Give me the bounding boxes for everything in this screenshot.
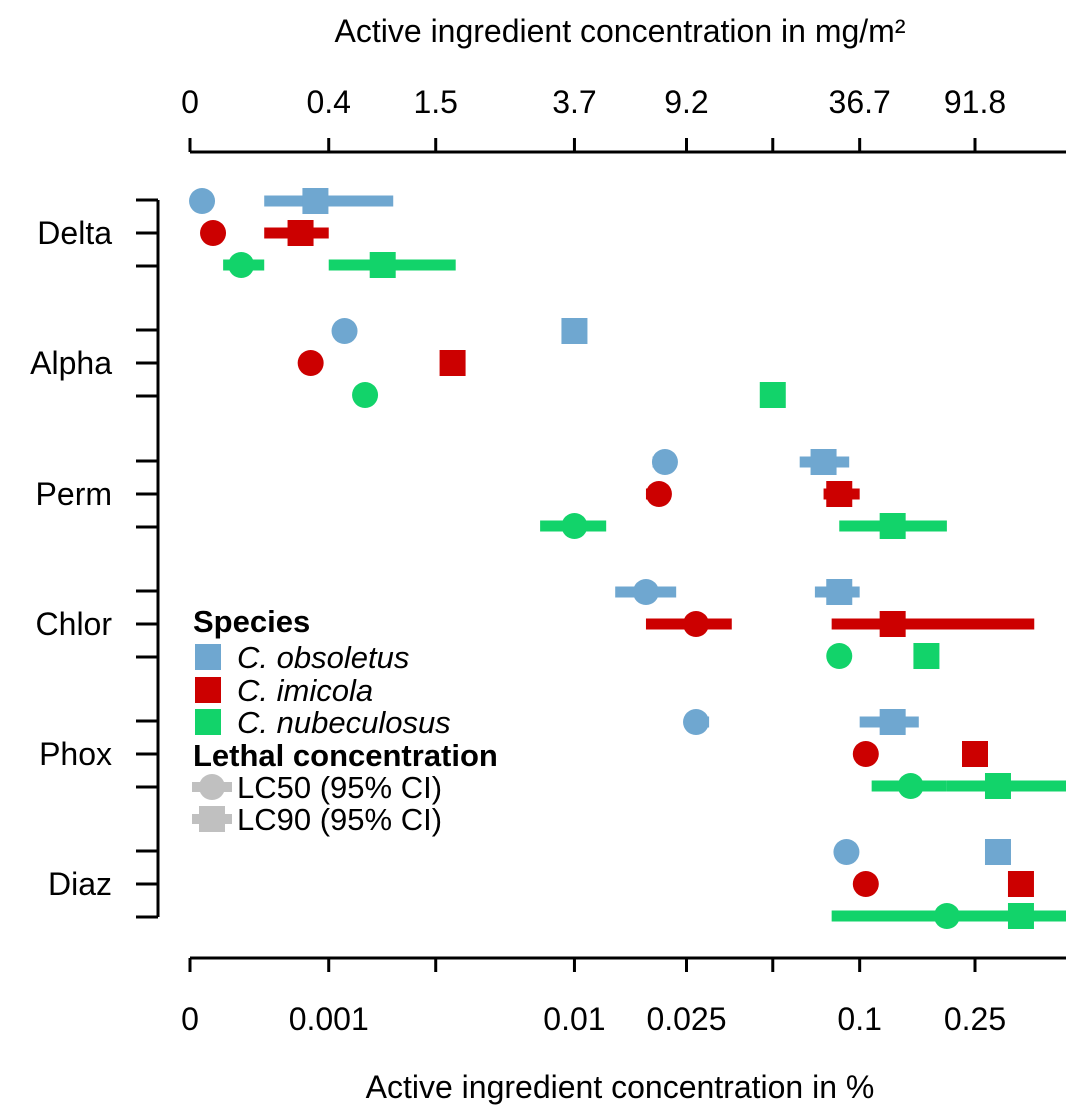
lc90-point [826, 579, 853, 605]
category-label: Perm [36, 476, 112, 512]
bottom-axis-tick-label: 0.1 [837, 1001, 881, 1037]
lc90-point [879, 513, 906, 539]
legend-lc50-label: LC50 (95% CI) [237, 770, 442, 805]
bottom-axis-tick-label: 0 [181, 1001, 199, 1037]
top-axis-tick-label: 36.7 [829, 84, 891, 120]
legend-series-label: C. obsoletus [237, 640, 409, 675]
bottom-axis-tick-label: 0.01 [543, 1001, 605, 1037]
lc90-point [810, 449, 837, 475]
top-axis-tick-label: 9.2 [664, 84, 708, 120]
lc90-point [561, 318, 588, 344]
top-axis-tick-label: 0 [181, 84, 199, 120]
lc50-point [297, 350, 324, 376]
top-axis-tick-label: 91.8 [944, 84, 1006, 120]
lc50-point [632, 579, 659, 605]
legend-species-title: Species [193, 604, 310, 639]
legend-lethal-title: Lethal concentration [193, 738, 498, 773]
lc90-point [759, 382, 786, 408]
lc90-point [369, 252, 396, 278]
top-axis-tick-label: 3.7 [552, 84, 596, 120]
category-label: Chlor [36, 606, 113, 642]
legend-background [188, 596, 600, 836]
category-label: Alpha [30, 345, 112, 381]
top-axis-title: Active ingredient concentration in mg/m² [335, 13, 906, 49]
bottom-axis-tick-label: 0.025 [646, 1001, 726, 1037]
legend-series-label: C. imicola [237, 673, 373, 708]
lc90-point [962, 741, 988, 767]
lc50-point [561, 513, 588, 539]
axes: 0 0.4 1.5 3.7 9.2 36.7 91.8 0 0.001 0.01 0.025 0.1 0… [30, 84, 1066, 1037]
lc50-point [228, 252, 255, 278]
lc90-point [287, 220, 314, 246]
lc50-point [200, 220, 227, 246]
lc90-point [984, 839, 1011, 865]
top-axis-tick-label: 1.5 [413, 84, 457, 120]
lc50-point [331, 318, 358, 344]
lc90-point [879, 709, 906, 735]
lc90-point [984, 773, 1011, 799]
legend-lc50-marker [199, 774, 225, 800]
lc50-point [852, 741, 879, 767]
lc50-point [897, 773, 924, 799]
lc50-point [833, 839, 860, 865]
legend-lc90-label: LC90 (95% CI) [237, 802, 442, 837]
lc50-point [683, 611, 710, 637]
lc50-point [189, 188, 216, 214]
bottom-axis-title: Active ingredient concentration in % [366, 1069, 875, 1105]
lc50-point [826, 643, 853, 669]
bottom-axis-tick-label: 0.001 [289, 1001, 369, 1037]
legend-swatch [195, 677, 221, 703]
lc50-point [683, 709, 710, 735]
lc90-point [302, 188, 329, 214]
lc90-point [1007, 871, 1034, 897]
lc90-point [879, 611, 906, 637]
category-label: Phox [39, 736, 112, 772]
lc50-point [651, 449, 678, 475]
lc90-point [1007, 903, 1034, 929]
legend-swatch [195, 709, 221, 735]
category-label: Diaz [48, 866, 112, 902]
legend-series-label: C. nubeculosus [237, 705, 451, 740]
legend-swatch [195, 644, 221, 670]
lc90-point [439, 350, 466, 376]
category-label: Delta [37, 215, 112, 251]
lc50-point [645, 481, 672, 507]
lc50-point [352, 382, 379, 408]
plot-area [189, 188, 1066, 929]
legend-lc90-marker [199, 806, 225, 832]
lc90-point [826, 481, 853, 507]
top-axis-tick-label: 0.4 [306, 84, 350, 120]
lc50-point [852, 871, 879, 897]
lc90-point [913, 643, 940, 669]
lc50-point [933, 903, 960, 929]
bottom-axis-tick-label: 0.25 [944, 1001, 1006, 1037]
